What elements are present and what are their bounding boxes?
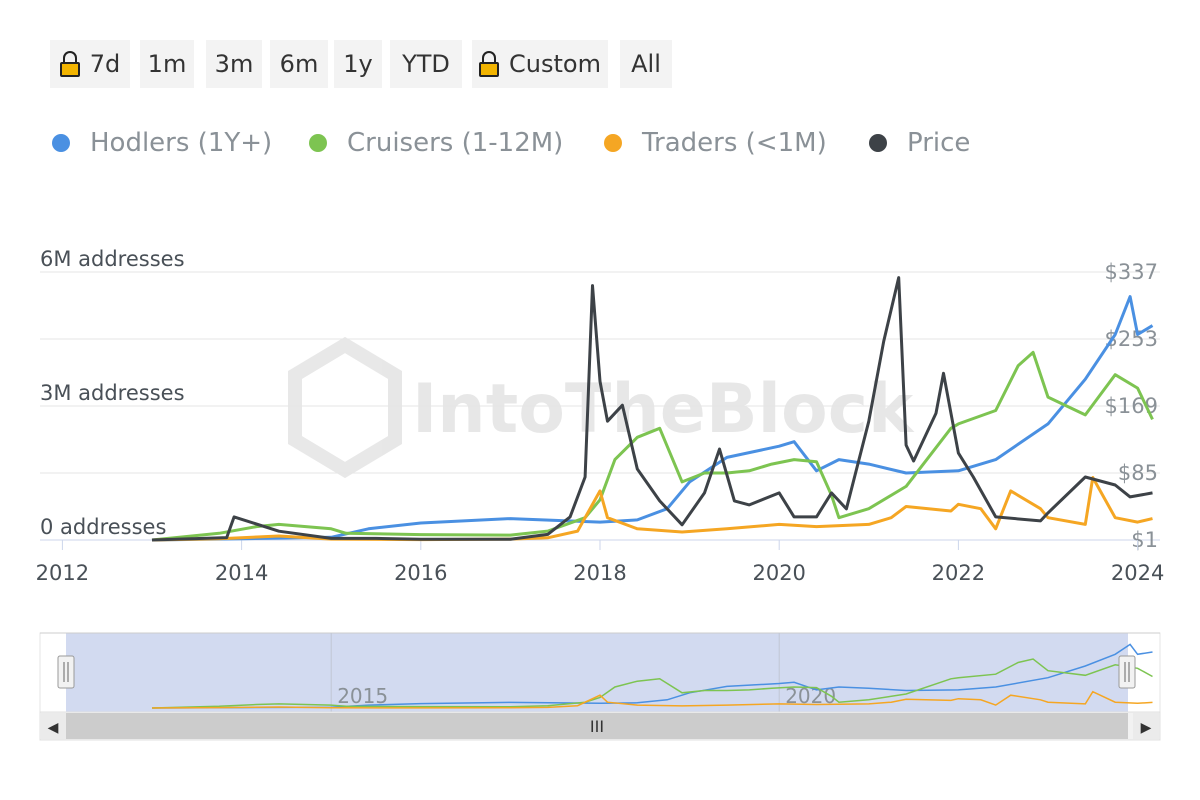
range-button-label: YTD bbox=[402, 50, 450, 78]
scroll-left-icon: ◀ bbox=[48, 720, 59, 736]
range-button-label: 1y bbox=[343, 50, 373, 78]
x-tick-label: 2016 bbox=[394, 561, 447, 585]
legend-dot-price bbox=[869, 134, 887, 152]
lock-icon bbox=[479, 51, 500, 77]
legend-item-price[interactable]: Price bbox=[869, 128, 970, 158]
navigator-series-hodlers bbox=[151, 643, 1153, 709]
range-button-label: Custom bbox=[509, 50, 601, 78]
range-button-3m[interactable]: 3m bbox=[206, 40, 262, 88]
x-tick-label: 2018 bbox=[573, 561, 626, 585]
range-button-label: 6m bbox=[279, 50, 319, 78]
lock-icon bbox=[59, 51, 80, 77]
y-right-tick-label: $85 bbox=[1118, 461, 1158, 485]
legend-label-hodlers: Hodlers (1Y+) bbox=[90, 128, 273, 158]
legend-dot-hodlers bbox=[52, 134, 70, 152]
range-button-1m[interactable]: 1m bbox=[140, 40, 194, 88]
navigator-handle-right[interactable] bbox=[1118, 655, 1136, 689]
x-tick-label: 2020 bbox=[752, 561, 805, 585]
navigator-series-cruisers bbox=[151, 658, 1153, 709]
navigator-selection bbox=[66, 633, 1128, 712]
scroll-left-button[interactable] bbox=[40, 713, 66, 739]
legend-label-cruisers: Cruisers (1-12M) bbox=[347, 128, 564, 158]
navigator-handle-left[interactable] bbox=[57, 655, 75, 689]
scroll-right-icon: ▶ bbox=[1141, 720, 1152, 736]
series-line-cruisers bbox=[151, 350, 1154, 542]
series-line-traders bbox=[151, 476, 1153, 542]
scroll-right-button[interactable] bbox=[1133, 713, 1159, 739]
scrollbar-thumb[interactable] bbox=[66, 713, 1128, 739]
navigator-series-traders bbox=[151, 690, 1153, 709]
x-tick-label: 2012 bbox=[36, 561, 89, 585]
range-button-ytd[interactable]: YTD bbox=[390, 40, 462, 88]
x-tick-label: 2024 bbox=[1111, 561, 1164, 585]
legend-item-hodlers[interactable]: Hodlers (1Y+) bbox=[52, 128, 272, 158]
x-tick-label: 2014 bbox=[215, 561, 268, 585]
range-button-1y[interactable]: 1y bbox=[334, 40, 382, 88]
legend-label-traders: Traders (<1M) bbox=[642, 128, 827, 158]
range-button-all[interactable]: All bbox=[620, 40, 672, 88]
legend-item-traders[interactable]: Traders (<1M) bbox=[604, 128, 827, 158]
y-left-tick-label: 3M addresses bbox=[40, 381, 185, 405]
legend-item-cruisers[interactable]: Cruisers (1-12M) bbox=[309, 128, 563, 158]
range-button-label: 1m bbox=[147, 50, 187, 78]
series-line-price bbox=[151, 276, 1153, 542]
legend-label-price: Price bbox=[907, 128, 971, 158]
range-button-label: All bbox=[631, 50, 661, 78]
y-left-tick-label: 0 addresses bbox=[40, 515, 166, 539]
range-button-label: 7d bbox=[89, 50, 121, 78]
y-right-tick-label: $337 bbox=[1105, 260, 1158, 284]
x-tick-label: 2022 bbox=[932, 561, 985, 585]
legend-dot-cruisers bbox=[309, 134, 327, 152]
legend-dot-traders bbox=[604, 134, 622, 152]
series-line-hodlers bbox=[151, 295, 1154, 542]
y-right-tick-label: $1 bbox=[1131, 528, 1158, 552]
watermark-logo bbox=[288, 336, 402, 479]
range-button-custom[interactable]: Custom bbox=[472, 40, 608, 88]
handle-body bbox=[1118, 655, 1136, 689]
navigator-label: 2015 bbox=[337, 684, 388, 708]
scrollbar-grip: III bbox=[590, 717, 604, 736]
range-button-6m[interactable]: 6m bbox=[270, 40, 328, 88]
range-button-7d[interactable]: 7d bbox=[50, 40, 130, 88]
range-button-label: 3m bbox=[214, 50, 254, 78]
y-left-tick-label: 6M addresses bbox=[40, 247, 185, 271]
handle-body bbox=[57, 655, 75, 689]
